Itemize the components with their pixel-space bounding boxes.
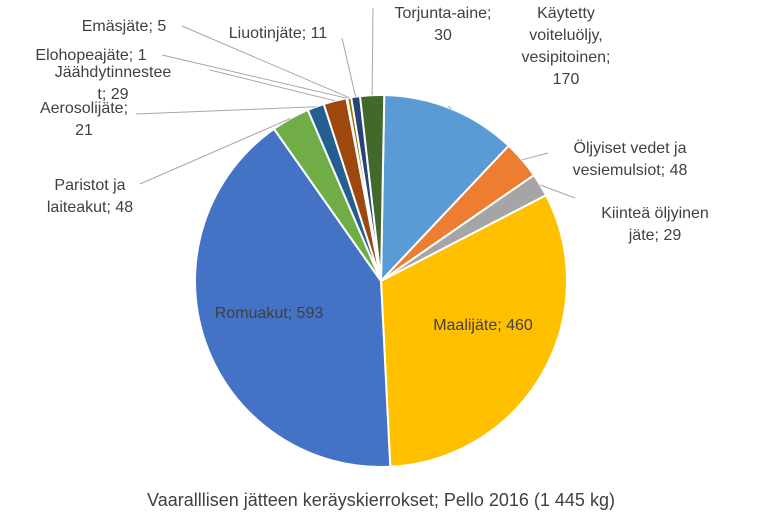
- leader-lines: [135, 7, 576, 199]
- pie-slice-12: [358, 94, 386, 282]
- chart-title: Vaaralllisen jätteen keräyskierrokset; P…: [147, 490, 615, 510]
- data-label-4: Maalijäte; 460: [433, 317, 533, 334]
- data-label-10: Emäsjäte; 5: [82, 18, 167, 35]
- pie-slice-4: [379, 193, 568, 468]
- leader-line-12: [371, 7, 374, 96]
- leader-line-8: [209, 69, 336, 102]
- data-labels: Käytetty voiteluöljy, vesipitoinen; 170 Öljy…: [35, 5, 708, 334]
- data-label-7: Aerosolijäte; 21: [40, 100, 128, 139]
- pie-slice-5: [193, 127, 392, 468]
- leader-line-10: [181, 25, 350, 99]
- leader-line-6: [139, 118, 291, 185]
- leader-line-3: [540, 184, 576, 199]
- data-label-2: Öljyiset vedet ja vesiemulsiot; 48: [573, 139, 688, 179]
- leader-line-7: [135, 106, 316, 115]
- data-label-12: Torjunta-aine; 30: [395, 5, 492, 44]
- data-label-9: Elohopeajäte; 1: [35, 47, 146, 64]
- data-label-5: Romuakut; 593: [215, 305, 324, 322]
- leader-line-11: [341, 37, 357, 97]
- leader-line-1: [447, 105, 452, 110]
- pie-slices: [193, 94, 568, 468]
- data-label-11: Liuotinjäte; 11: [229, 25, 328, 42]
- data-label-3: Kiinteä öljyinen jäte; 29: [601, 205, 709, 244]
- data-label-6: Paristot ja laiteakut; 48: [47, 177, 133, 216]
- data-label-8: Jäähdytinnestee t; 29: [55, 64, 172, 103]
- leader-line-2: [521, 152, 549, 161]
- leader-line-9: [161, 54, 347, 99]
- pie-slice-1: [379, 94, 511, 284]
- data-label-1: Käytetty voiteluöljy, vesipitoinen; 170: [522, 5, 611, 88]
